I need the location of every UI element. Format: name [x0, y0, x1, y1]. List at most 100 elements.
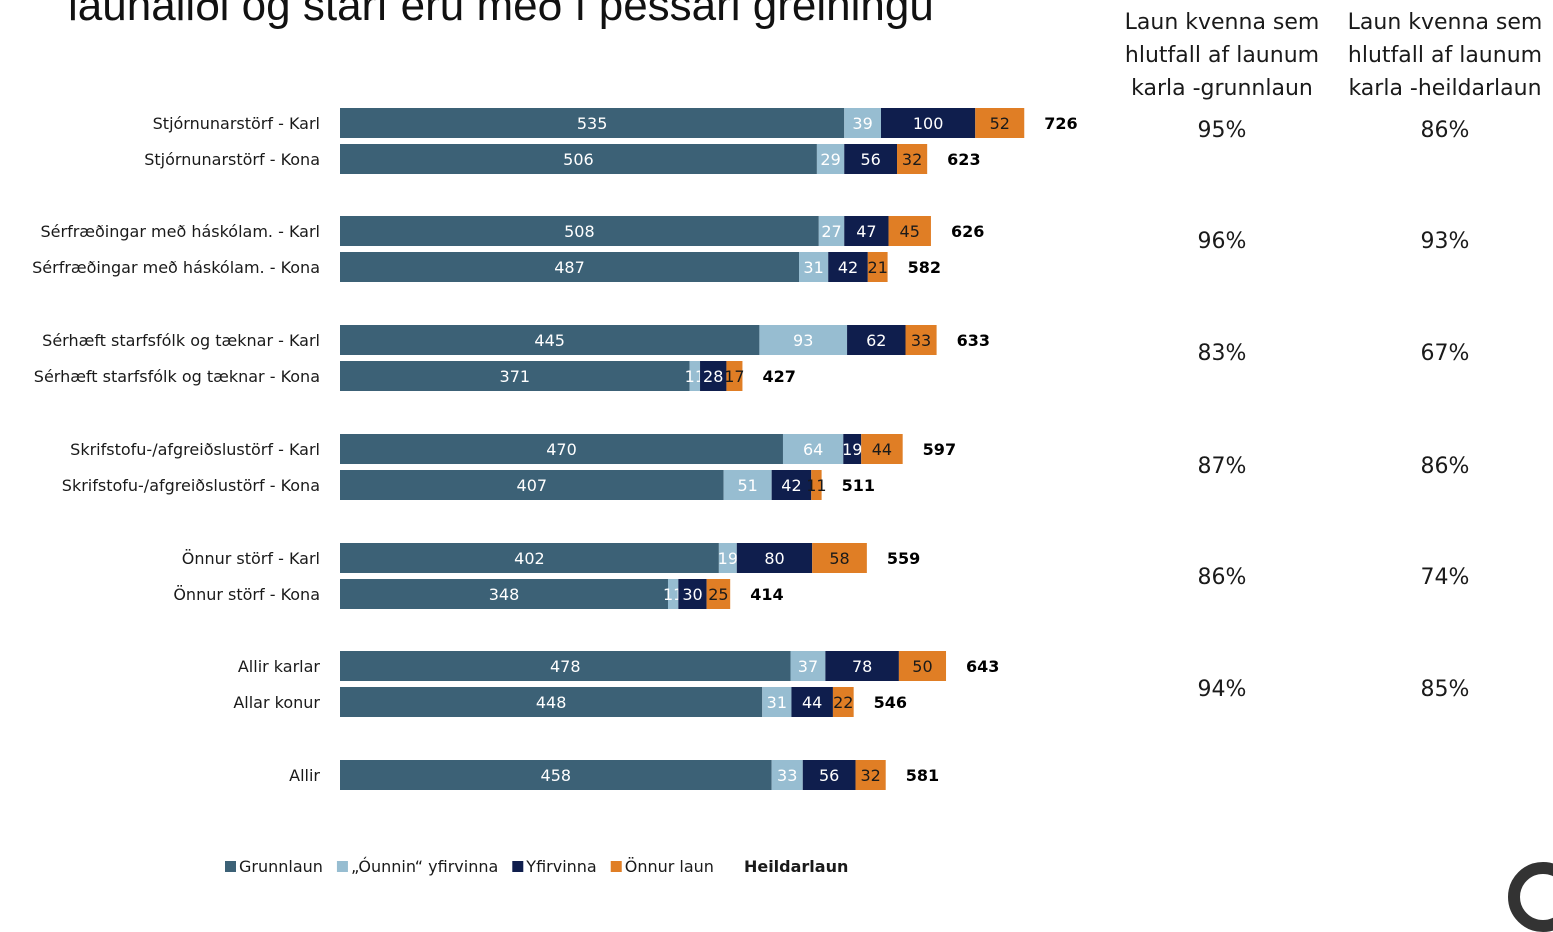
data-label: 33 — [777, 766, 797, 785]
category-label: Stjórnunarstörf - Karl — [153, 114, 320, 133]
ratio-grunnlaun-value: 87% — [1197, 454, 1247, 479]
data-label: 31 — [803, 258, 823, 277]
bar-segment-ounnin-yfirvinna — [782, 434, 844, 464]
data-label: 39 — [852, 114, 872, 133]
bar-segment-ounnin-yfirvinna — [667, 579, 679, 609]
total-label: 597 — [923, 440, 956, 459]
data-label: 21 — [868, 258, 888, 277]
data-label: 508 — [564, 222, 595, 241]
data-label: 37 — [798, 657, 818, 676]
category-label: Sérfræðingar með háskólam. - Karl — [41, 222, 320, 241]
ratio-header-grunnlaun: Laun kvenna sem hlutfall af launum karla… — [1112, 6, 1332, 105]
category-label: Allar konur — [233, 693, 320, 712]
ratio-header-line: Laun kvenna sem — [1347, 10, 1543, 35]
legend-swatch — [225, 861, 236, 872]
bar-segment-yfirvinna — [802, 760, 856, 790]
data-label: 506 — [563, 150, 594, 169]
data-label: 445 — [534, 331, 565, 350]
total-label: 581 — [906, 766, 939, 785]
bar-segment-grunnlaun — [340, 325, 760, 355]
bar-segment-grunnlaun — [340, 687, 763, 717]
data-label: 44 — [872, 440, 892, 459]
bar-segment-grunnlaun — [340, 252, 799, 282]
data-label: 22 — [833, 693, 853, 712]
data-label: 56 — [819, 766, 839, 785]
data-label: 535 — [577, 114, 608, 133]
data-label: 45 — [900, 222, 920, 241]
bar-segment-grunnlaun — [340, 651, 791, 681]
bar-segment-onnur-laun — [888, 216, 931, 246]
data-label: 93 — [793, 331, 813, 350]
bar-segment-ounnin-yfirvinna — [759, 325, 848, 355]
total-label: 546 — [874, 693, 907, 712]
data-label: 402 — [514, 549, 545, 568]
data-label: 33 — [911, 331, 931, 350]
bar-segment-grunnlaun — [340, 579, 668, 609]
category-label: Önnur störf - Karl — [182, 549, 320, 568]
ratio-header-line: karla -grunnlaun — [1131, 76, 1313, 101]
data-label: 470 — [546, 440, 577, 459]
total-label: 511 — [842, 476, 875, 495]
bar-segment-yfirvinna — [844, 144, 898, 174]
bar-segment-onnur-laun — [897, 144, 928, 174]
legend-swatch — [610, 861, 622, 872]
data-label: 11 — [663, 585, 683, 604]
category-label: Sérfræðingar með háskólam. - Kona — [32, 258, 320, 277]
bar-segment-onnur-laun — [855, 760, 886, 790]
data-label: 51 — [737, 476, 757, 495]
ratio-heildarlaun-value: 85% — [1420, 677, 1470, 702]
data-label: 348 — [489, 585, 520, 604]
bar-segment-ounnin-yfirvinna — [771, 760, 803, 790]
ratio-grunnlaun-value: 95% — [1197, 118, 1247, 143]
bar-segment-grunnlaun — [340, 470, 724, 500]
category-label: Allir karlar — [238, 657, 321, 676]
bar-segment-onnur-laun — [905, 325, 937, 355]
bar-segment-onnur-laun — [706, 579, 731, 609]
category-label: Skrifstofu-/afgreiðslustörf - Kona — [62, 476, 320, 495]
bar-segment-ounnin-yfirvinna — [816, 144, 845, 174]
bar-segment-onnur-laun — [812, 543, 867, 573]
data-label: 19 — [842, 440, 862, 459]
data-label: 448 — [536, 693, 567, 712]
data-label: 487 — [554, 258, 585, 277]
legend-swatch — [336, 861, 348, 872]
bar-segment-onnur-laun — [861, 434, 903, 464]
total-label: 414 — [750, 585, 783, 604]
data-label: 17 — [724, 367, 744, 386]
bar-segment-grunnlaun — [340, 543, 719, 573]
data-label: 11 — [806, 476, 826, 495]
data-label: 42 — [781, 476, 801, 495]
data-label: 458 — [541, 766, 572, 785]
bar-segment-grunnlaun — [340, 434, 783, 464]
data-label: 28 — [703, 367, 723, 386]
data-label: 19 — [718, 549, 738, 568]
data-label: 78 — [852, 657, 872, 676]
ratio-grunnlaun-value: 86% — [1197, 565, 1247, 590]
data-label: 32 — [860, 766, 880, 785]
data-label: 478 — [550, 657, 581, 676]
legend-label: Yfirvinna — [525, 857, 596, 876]
data-label: 80 — [764, 549, 784, 568]
category-label: Sérhæft starfsfólk og tæknar - Karl — [42, 331, 320, 350]
total-label: 633 — [957, 331, 990, 350]
ratio-header-line: hlutfall af launum — [1124, 43, 1320, 68]
total-label: 427 — [762, 367, 795, 386]
bar-segment-ounnin-yfirvinna — [844, 108, 881, 138]
bar-segment-onnur-laun — [975, 108, 1025, 138]
data-label: 100 — [913, 114, 944, 133]
category-label: Sérhæft starfsfólk og tæknar - Kona — [34, 367, 320, 386]
data-label: 407 — [517, 476, 548, 495]
total-label: 643 — [966, 657, 999, 676]
bar-segment-grunnlaun — [340, 760, 772, 790]
ratio-grunnlaun-value: 83% — [1197, 341, 1247, 366]
data-label: 47 — [856, 222, 876, 241]
bar-segment-yfirvinna — [880, 108, 976, 138]
legend-label: „Óunnin“ yfirvinna — [351, 857, 498, 876]
data-label: 29 — [820, 150, 840, 169]
bar-segment-yfirvinna — [844, 216, 889, 246]
bar-segment-ounnin-yfirvinna — [762, 687, 792, 717]
ratio-header-line: karla -heildarlaun — [1348, 76, 1542, 101]
data-label: 56 — [860, 150, 880, 169]
stacked-bar-chart: Stjórnunarstörf - Karl 535 39 100 52 726 Stjór… — [32, 108, 1078, 876]
bar-segment-ounnin-yfirvinna — [798, 252, 829, 282]
